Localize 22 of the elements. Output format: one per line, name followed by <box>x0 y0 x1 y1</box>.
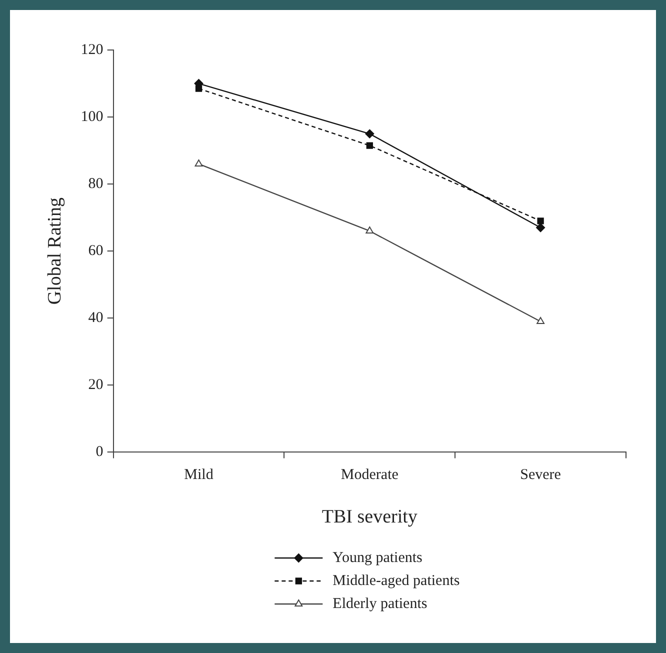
y-tick-label: 100 <box>80 108 104 125</box>
legend-label: Elderly patients <box>332 596 428 612</box>
y-tick-label: 60 <box>88 243 104 260</box>
point <box>366 226 374 234</box>
point <box>366 142 373 149</box>
legend-label: Middle-aged patients <box>332 572 460 589</box>
point <box>365 129 374 138</box>
point <box>537 218 544 224</box>
point <box>536 223 546 232</box>
y-tick-label: 20 <box>88 377 104 394</box>
legend-label: Young patients <box>332 550 423 566</box>
y-tick-label: 80 <box>88 176 104 192</box>
y-tick-label: 40 <box>88 310 104 326</box>
y-axis-title: Global Rating <box>44 197 66 305</box>
point <box>536 316 545 324</box>
y-tick-label: 120 <box>80 42 104 58</box>
y-tick-label: 0 <box>96 444 104 460</box>
x-axis-title: TBI severity <box>322 506 418 528</box>
x-tick-label: Moderate <box>340 467 399 484</box>
point <box>194 159 203 166</box>
x-tick-label: Severe <box>520 467 562 484</box>
x-tick-label: Mild <box>184 467 214 484</box>
